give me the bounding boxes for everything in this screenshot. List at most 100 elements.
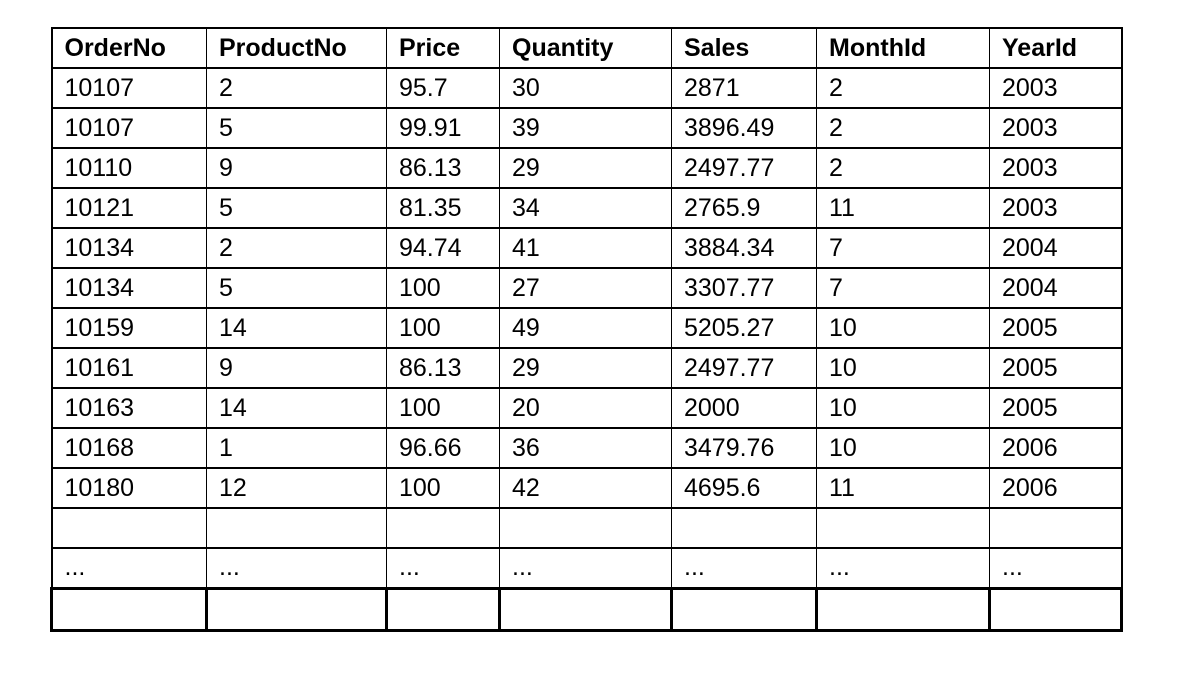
column-header-orderno: OrderNo (51, 27, 207, 69)
table-cell: 10168 (51, 427, 207, 469)
table-cell (670, 586, 818, 632)
table-cell: 10163 (51, 387, 207, 429)
table-row: 10134 5 100 27 3307.77 7 2004 (51, 267, 1122, 309)
table-cell: 27 (499, 267, 672, 309)
empty-row (50, 586, 1123, 632)
table-cell: 100 (386, 307, 500, 349)
table-row: 10163 14 100 20 2000 10 2005 (51, 387, 1122, 429)
table-cell: 4695.6 (671, 467, 817, 509)
table-cell: 2 (816, 107, 990, 149)
table-cell: 81.35 (386, 187, 500, 229)
table-cell: 30 (499, 67, 672, 109)
table-cell: 20 (499, 387, 672, 429)
table-cell: 86.13 (386, 147, 500, 189)
table-row: 10107 5 99.91 39 3896.49 2 2003 (51, 107, 1122, 149)
table-cell: 7 (816, 267, 990, 309)
orders-table: OrderNo ProductNo Price Quantity Sales MonthI… (50, 27, 1123, 632)
table-row: 10121 5 81.35 34 2765.9 11 2003 (51, 187, 1122, 229)
header-row: OrderNo ProductNo Price Quantity Sales MonthI… (51, 27, 1122, 69)
table-cell (989, 507, 1122, 549)
table-cell: 10 (816, 427, 990, 469)
table-cell: 2 (816, 67, 990, 109)
table-cell: 5 (206, 107, 387, 149)
table-cell: 96.66 (386, 427, 500, 469)
table-cell: 99.91 (386, 107, 500, 149)
table-cell: ... (671, 547, 817, 589)
table-cell (988, 586, 1123, 632)
table-cell: 10 (816, 387, 990, 429)
table-cell: 2003 (989, 187, 1122, 229)
table-cell: 100 (386, 267, 500, 309)
table-row: 10134 2 94.74 41 3884.34 7 2004 (51, 227, 1122, 269)
table-cell: 2006 (989, 467, 1122, 509)
table-cell: 3884.34 (671, 227, 817, 269)
table-cell: ... (206, 547, 387, 589)
column-header-price: Price (386, 27, 500, 69)
table-cell (385, 586, 501, 632)
table-cell: 5205.27 (671, 307, 817, 349)
table-cell: 1 (206, 427, 387, 469)
table-cell: ... (989, 547, 1122, 589)
table-cell: 2 (206, 67, 387, 109)
table-cell: 12 (206, 467, 387, 509)
table-cell: 29 (499, 147, 672, 189)
column-header-yearid: YearId (989, 27, 1122, 69)
table-cell (498, 586, 673, 632)
table-header: OrderNo ProductNo Price Quantity Sales MonthI… (51, 27, 1122, 69)
table-cell: 10121 (51, 187, 207, 229)
table-cell: 9 (206, 347, 387, 389)
empty-row (51, 507, 1122, 549)
table-cell: 36 (499, 427, 672, 469)
table-cell: 2 (816, 147, 990, 189)
table-cell: 41 (499, 227, 672, 269)
table-cell: 2005 (989, 347, 1122, 389)
table-cell: 10159 (51, 307, 207, 349)
table-cell: 39 (499, 107, 672, 149)
table-cell: 10134 (51, 267, 207, 309)
table-cell: 2497.77 (671, 147, 817, 189)
table-cell (206, 507, 387, 549)
table-cell: 2005 (989, 307, 1122, 349)
table-row: 10168 1 96.66 36 3479.76 10 2006 (51, 427, 1122, 469)
table-cell: 10161 (51, 347, 207, 389)
table-cell (499, 507, 672, 549)
table-cell: 100 (386, 387, 500, 429)
table-cell: 11 (816, 187, 990, 229)
table-row: 10110 9 86.13 29 2497.77 2 2003 (51, 147, 1122, 189)
table-cell: 10134 (51, 227, 207, 269)
table-cell: 9 (206, 147, 387, 189)
table-cell: 3479.76 (671, 427, 817, 469)
table-cell: 7 (816, 227, 990, 269)
table-cell: 2765.9 (671, 187, 817, 229)
table-cell: ... (51, 547, 207, 589)
table-cell: 11 (816, 467, 990, 509)
table-cell (205, 586, 388, 632)
table-cell: 2871 (671, 67, 817, 109)
table-cell: 2003 (989, 107, 1122, 149)
table-cell: 2003 (989, 147, 1122, 189)
table-cell: 2004 (989, 227, 1122, 269)
table-cell (51, 507, 207, 549)
table-cell: 49 (499, 307, 672, 349)
table-cell: 100 (386, 467, 500, 509)
column-header-sales: Sales (671, 27, 817, 69)
table-body: 10107 2 95.7 30 2871 2 2003 10107 5 99.91 39 3896.4… (50, 67, 1123, 632)
table-cell: 2003 (989, 67, 1122, 109)
table-cell: 10 (816, 307, 990, 349)
table-cell: 3307.77 (671, 267, 817, 309)
table-cell: 2497.77 (671, 347, 817, 389)
table-cell: ... (386, 547, 500, 589)
column-header-monthid: MonthId (816, 27, 990, 69)
table-cell: 10 (816, 347, 990, 389)
table-cell: 14 (206, 387, 387, 429)
table-cell: 10107 (51, 107, 207, 149)
table-cell: 29 (499, 347, 672, 389)
table-cell: 3896.49 (671, 107, 817, 149)
table-cell: 5 (206, 187, 387, 229)
table-cell: 2 (206, 227, 387, 269)
table-cell: ... (816, 547, 990, 589)
table-cell: ... (499, 547, 672, 589)
table-cell (671, 507, 817, 549)
table-cell: 42 (499, 467, 672, 509)
ellipsis-row: ..................... (51, 547, 1122, 589)
